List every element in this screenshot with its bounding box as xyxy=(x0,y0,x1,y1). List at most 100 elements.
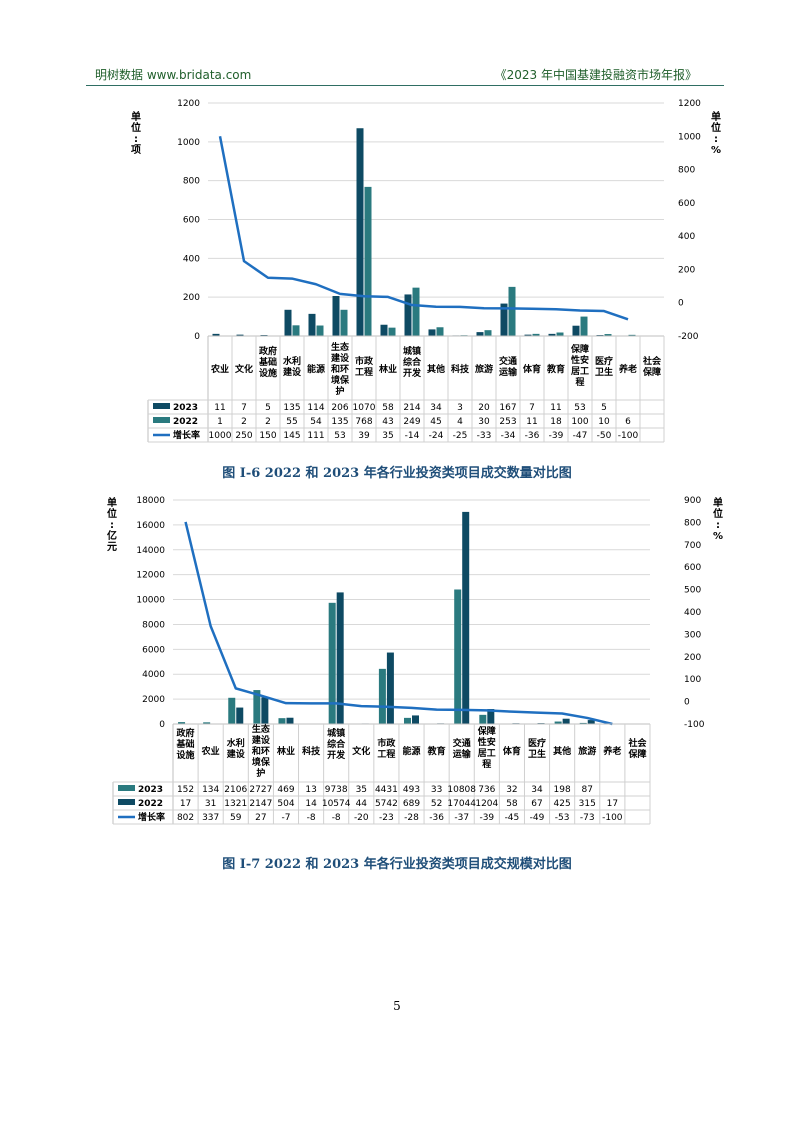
category-label: 医疗卫生 xyxy=(595,355,613,378)
legend-label-2022: 2022 xyxy=(173,417,198,427)
legend-bar-swatch xyxy=(153,403,170,409)
right-axis-tick-label: 800 xyxy=(678,166,695,176)
table-cell-value: -8 xyxy=(307,813,316,823)
category-label: 其他 xyxy=(427,363,445,375)
table-cell-value: 5742 xyxy=(375,799,398,809)
table-cell-value: -39 xyxy=(479,813,494,823)
bar-2022-16 xyxy=(587,720,595,724)
table-cell-value: 52 xyxy=(431,799,442,809)
right-axis-tick-label: 600 xyxy=(678,199,695,209)
table-cell-value: 253 xyxy=(499,417,516,427)
bar-2022-5 xyxy=(340,309,348,336)
right-axis-tick-label: 700 xyxy=(684,541,701,551)
bar-2022-14 xyxy=(556,332,564,336)
table-cell-value: 7 xyxy=(241,403,247,413)
table-cell-value: 18 xyxy=(550,417,562,427)
bar-2022-6 xyxy=(364,186,372,336)
bar-2023-6 xyxy=(328,602,336,724)
table-cell-value: 10 xyxy=(598,417,610,427)
category-label: 能源 xyxy=(402,745,420,757)
bar-2022-15 xyxy=(562,718,570,724)
table-cell-value: 34 xyxy=(531,785,543,795)
bar-2023-0 xyxy=(178,722,186,724)
legend-bar-swatch xyxy=(153,417,170,423)
table-cell-value: -39 xyxy=(549,431,564,441)
table-cell-value: 2727 xyxy=(249,785,272,795)
legend-bar-swatch xyxy=(118,785,135,791)
bar-2022-8 xyxy=(412,287,420,336)
right-axis-tick-label: 1000 xyxy=(678,132,701,142)
bar-2023-3 xyxy=(253,690,261,724)
table-cell-value: -14 xyxy=(405,431,420,441)
bar-2023-12 xyxy=(500,303,508,336)
left-axis-unit-char: : xyxy=(110,520,114,531)
left-axis-tick-label: 6000 xyxy=(142,645,165,655)
table-cell-value: 493 xyxy=(403,785,420,795)
legend-bar-swatch xyxy=(118,799,135,805)
chart-project-count: 0 200 400 600 800 1000 1200 -200 0 200 400 600 800 10… xyxy=(131,99,721,443)
table-cell-value: -8 xyxy=(332,813,341,823)
table-cell-value: -100 xyxy=(602,813,623,823)
bar-2023-9 xyxy=(404,717,411,724)
left-axis-tick-label: 400 xyxy=(183,254,200,264)
right-axis-unit-char: : xyxy=(714,134,718,145)
table-cell-value: 5 xyxy=(265,403,271,413)
table-cell-value: 55 xyxy=(286,417,297,427)
legend-label-2022: 2022 xyxy=(138,799,163,809)
table-cell-value: 10574 xyxy=(322,799,351,809)
caption-figure-i6: 图 I-6 2022 和 2023 年各行业投资类项目成交数量对比图 xyxy=(222,466,572,481)
table-cell-value: 469 xyxy=(277,785,294,795)
bar-2022-16 xyxy=(604,334,612,336)
right-axis-tick-label: 200 xyxy=(684,653,701,663)
table-cell-value: -33 xyxy=(477,431,492,441)
category-label: 社会保障 xyxy=(642,355,662,378)
table-cell-value: 35 xyxy=(382,431,393,441)
bar-2023-7 xyxy=(380,324,388,336)
bar-2022-17 xyxy=(628,334,636,336)
bar-2023-14 xyxy=(548,333,556,336)
table-cell-value: 198 xyxy=(554,785,571,795)
left-axis-unit-char: 位 xyxy=(131,121,141,134)
table-cell-value: 34 xyxy=(430,403,442,413)
table-cell-value: 167 xyxy=(499,403,516,413)
bar-2023-0 xyxy=(212,333,220,336)
left-axis-tick-label: 1200 xyxy=(177,99,200,109)
table-cell-value: 14 xyxy=(305,799,317,809)
category-label: 交通运输 xyxy=(499,355,518,378)
category-label: 林业 xyxy=(277,745,295,757)
table-cell-value: 27 xyxy=(255,813,266,823)
bar-2023-4 xyxy=(308,313,316,336)
right-axis-tick-label: -100 xyxy=(684,720,705,730)
category-label: 养老 xyxy=(602,745,621,757)
table-cell-value: 54 xyxy=(310,417,322,427)
bar-2023-16 xyxy=(579,722,587,724)
left-axis-unit-char: 单 xyxy=(107,496,117,509)
table-cell-value: 249 xyxy=(403,417,420,427)
left-axis-unit-char: 元 xyxy=(107,541,117,553)
category-label: 旅游 xyxy=(475,363,493,375)
table-cell-value: 6 xyxy=(625,417,631,427)
right-axis-tick-label: 100 xyxy=(684,675,701,685)
table-cell-value: 135 xyxy=(331,417,348,427)
category-label: 教育 xyxy=(427,745,446,757)
table-cell-value: 17 xyxy=(180,799,191,809)
left-axis-tick-label: 0 xyxy=(159,720,165,730)
table-cell-value: 111 xyxy=(307,431,324,441)
left-axis-unit-char: 单 xyxy=(131,110,141,123)
left-axis-unit-char: 位 xyxy=(107,507,117,520)
table-cell-value: 1070 xyxy=(353,403,376,413)
left-axis-tick-label: 2000 xyxy=(142,695,165,705)
table-cell-value: 20 xyxy=(478,403,490,413)
header-divider xyxy=(86,85,724,86)
category-label: 交通运输 xyxy=(453,737,472,760)
table-cell-value: 4 xyxy=(457,417,463,427)
right-axis-tick-label: -200 xyxy=(678,332,699,342)
table-cell-value: 13 xyxy=(305,785,316,795)
table-cell-value: 802 xyxy=(177,813,194,823)
table-cell-value: 2147 xyxy=(249,799,272,809)
bar-2022-7 xyxy=(388,327,396,336)
category-label: 社会保障 xyxy=(627,737,647,760)
right-axis-tick-label: 600 xyxy=(684,563,701,573)
bar-2023-9 xyxy=(428,329,436,336)
left-axis-tick-label: 8000 xyxy=(142,620,165,630)
